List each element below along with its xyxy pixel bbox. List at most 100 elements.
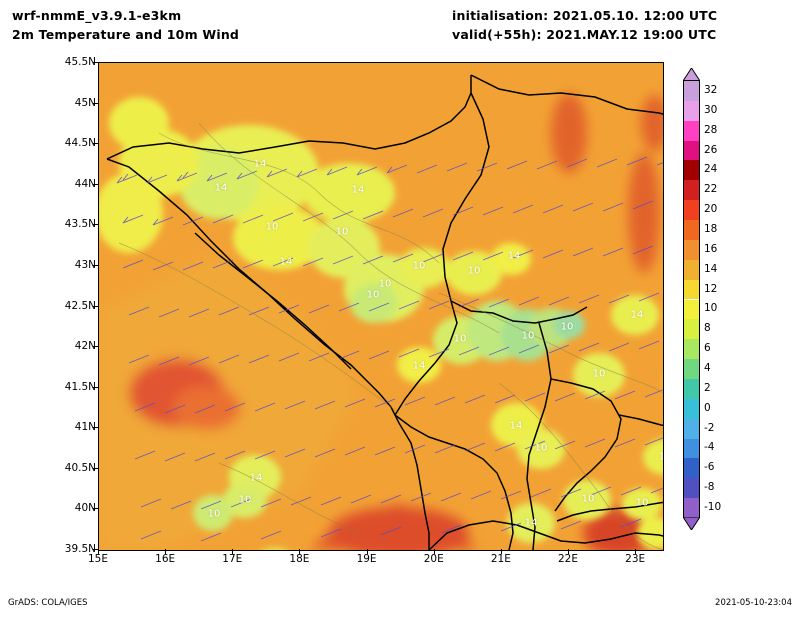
valid-time: valid(+55h): 2021.MAY.12 19:00 UTC — [452, 27, 717, 42]
model-name: wrf-nmmE_v3.9.1-e3km — [12, 8, 182, 23]
map-plot-area: 1414141010141010141010141410101014101014… — [98, 62, 664, 551]
y-tick-mark — [93, 102, 98, 104]
y-tick-label: 44.5N — [64, 137, 96, 150]
colorbar-segment — [684, 319, 699, 340]
x-tick-mark — [98, 549, 99, 554]
colorbar-segment — [684, 279, 699, 300]
colorbar-tick-label: 22 — [704, 183, 718, 196]
colorbar-segment — [684, 478, 699, 499]
x-tick-label: 22E — [558, 553, 578, 565]
y-tick-mark — [93, 183, 98, 185]
colorbar-segment — [684, 438, 699, 459]
colorbar-segment — [684, 140, 699, 161]
colorbar-tick-label: 10 — [704, 302, 718, 315]
y-tick-label: 44N — [74, 177, 96, 190]
field-description: 2m Temperature and 10m Wind — [12, 27, 240, 42]
y-tick-mark — [93, 549, 98, 550]
colorbar-tick-label: 18 — [704, 222, 718, 235]
colorbar-tick-label: 0 — [704, 401, 711, 414]
colorbar-segment — [684, 160, 699, 181]
y-tick-label: 45.5N — [64, 56, 96, 68]
y-tick-label: 42N — [74, 340, 96, 353]
x-tick-mark — [165, 549, 167, 554]
colorbar-tick-label: 24 — [704, 163, 718, 176]
y-tick-mark — [93, 346, 98, 348]
header-time-info: initialisation: 2021.05.10. 12:00 UTC va… — [452, 6, 717, 44]
y-tick-label: 43.5N — [64, 218, 96, 231]
y-tick-mark — [93, 224, 98, 226]
colorbar-segment — [684, 398, 699, 419]
colorbar-tick-label: 32 — [704, 83, 718, 96]
colorbar-tick-label: -4 — [704, 441, 715, 454]
colorbar-segment — [684, 180, 699, 201]
colorbar-segment — [684, 220, 699, 240]
colorbar-bottom-arrow — [683, 517, 700, 530]
y-tick-label: 39.5N — [64, 543, 96, 555]
colorbar-segment — [684, 418, 699, 439]
y-tick-mark — [93, 427, 98, 429]
colorbar-segment — [684, 100, 699, 121]
y-tick-label: 45N — [74, 96, 96, 109]
wind-barbs — [116, 156, 663, 542]
colorbar-tick-label: 14 — [704, 262, 718, 275]
colorbar-tick-label: -6 — [704, 461, 715, 474]
colorbar-tick-label: 28 — [704, 123, 718, 136]
colorbar-segment — [684, 239, 699, 260]
x-tick-label: 23E — [625, 553, 646, 565]
grads-credit: GrADS: COLA/IGES — [8, 598, 88, 608]
colorbar-tick-label: 12 — [704, 282, 718, 295]
x-tick-label: 17E — [222, 553, 243, 565]
colorbar-tick-label: 26 — [704, 143, 718, 156]
colorbar-segment — [684, 458, 699, 479]
colorbar-segment — [684, 359, 699, 379]
colorbar-segment — [684, 339, 699, 360]
colorbar-tick-label: -2 — [704, 421, 715, 434]
y-tick-label: 42.5N — [64, 299, 96, 312]
colorbar-tick-label: -10 — [704, 501, 722, 514]
colorbar-segment — [684, 259, 699, 280]
colorbar-tick-label: 6 — [704, 342, 711, 355]
y-tick-label: 41N — [74, 421, 96, 434]
render-timestamp: 2021-05-10-23:04 — [715, 598, 792, 608]
colorbar-tick-label: 16 — [704, 242, 718, 255]
colorbar-top-arrow — [683, 68, 700, 81]
map-canvas — [99, 63, 663, 550]
colorbar-tick-label: 8 — [704, 322, 711, 335]
x-tick-mark — [299, 549, 301, 554]
colorbar-segment — [684, 81, 699, 101]
initialisation-time: initialisation: 2021.05.10. 12:00 UTC — [452, 8, 718, 23]
x-tick-mark — [568, 549, 569, 554]
x-tick-label: 19E — [356, 553, 377, 565]
x-tick-label: 16E — [155, 553, 176, 565]
x-tick-label: 15E — [88, 553, 108, 565]
x-tick-label: 21E — [490, 553, 511, 565]
country-borders — [106, 74, 663, 550]
y-tick-mark — [93, 143, 98, 145]
x-tick-mark — [366, 549, 368, 554]
y-tick-mark — [93, 305, 98, 307]
y-tick-label: 40.5N — [64, 461, 96, 474]
colorbar-tick-label: 30 — [704, 103, 718, 116]
temperature-contours — [118, 122, 663, 550]
colorbar-tick-label: 4 — [704, 362, 711, 375]
y-tick-label: 43N — [74, 258, 96, 271]
colorbar-segment — [684, 378, 699, 399]
x-tick-mark — [635, 549, 637, 554]
header-model-info: wrf-nmmE_v3.9.1-e3km 2m Temperature and … — [12, 6, 239, 44]
temperature-field — [99, 63, 663, 550]
y-tick-mark — [93, 62, 98, 63]
x-tick-label: 20E — [423, 553, 444, 565]
colorbar-segment — [684, 498, 699, 518]
colorbar-segment — [684, 120, 699, 141]
x-tick-mark — [500, 549, 502, 554]
x-tick-mark — [433, 549, 435, 554]
colorbar-segment — [684, 200, 699, 221]
colorbar-tick-label: 20 — [704, 203, 718, 216]
x-tick-label: 18E — [289, 553, 310, 565]
colorbar-segment — [684, 299, 699, 320]
colorbar-tick-label: 2 — [704, 381, 711, 394]
colorbar-tick-label: -8 — [704, 481, 715, 494]
y-tick-mark — [93, 467, 98, 469]
y-tick-mark — [93, 508, 98, 510]
